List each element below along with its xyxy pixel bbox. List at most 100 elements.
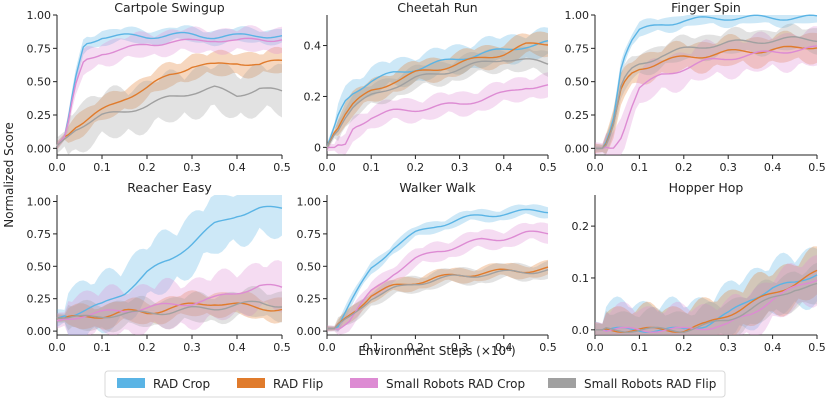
y-tick-label: 0 — [314, 141, 321, 154]
line-small-robots-rad-crop — [56, 37, 283, 147]
line-small-robots-rad-flip — [326, 58, 549, 148]
x-tick-label: 0.0 — [586, 161, 604, 174]
x-tick-label: 0.0 — [48, 161, 66, 174]
line-rad-crop — [326, 40, 549, 148]
line-small-robots-rad-flip — [56, 85, 283, 147]
panel-finger-spin: Finger Spin 0.00 0.25 0.50 0.75 1.00 0.0 0.1 0.2… — [565, 0, 826, 174]
line-small-robots-rad-crop — [56, 283, 283, 322]
x-tick-label: 0.4 — [228, 161, 246, 174]
x-tick-label: 0.3 — [451, 341, 469, 354]
line-rad-crop — [595, 274, 818, 334]
line-small-robots-rad-crop — [595, 279, 818, 333]
y-tick-label: 0.75 — [27, 228, 52, 241]
line-small-robots-rad-crop — [595, 45, 818, 150]
x-tick-label: 0.1 — [362, 341, 380, 354]
band-small-robots-rad-flip — [595, 23, 817, 155]
band-rad-flip — [57, 46, 282, 150]
band-rad-flip — [327, 259, 548, 331]
y-axis-label: Normalized Score — [2, 122, 16, 227]
legend: RAD Crop RAD Flip Small Robots RAD Crop … — [104, 370, 726, 398]
y-tick-label: 0.50 — [27, 76, 52, 89]
x-tick-label: 0.2 — [407, 161, 425, 174]
x-tick-label: 0.3 — [451, 161, 469, 174]
band-small-robots-rad-crop — [57, 260, 282, 335]
x-tick-label: 0.5 — [539, 341, 557, 354]
x-tick-label: 0.3 — [719, 341, 737, 354]
panel-title: Cartpole Swingup — [114, 0, 225, 15]
band-small-robots-rad-crop — [57, 25, 282, 150]
y-tick-label: 0.25 — [297, 293, 322, 306]
y-tick-label: 1.00 — [565, 9, 590, 22]
band-rad-flip — [57, 290, 282, 330]
x-tick-label: 0.0 — [48, 341, 66, 354]
y-tick-label: 0.2 — [304, 90, 322, 103]
band-rad-flip — [595, 246, 817, 335]
legend-label-rad-crop: RAD Crop — [153, 377, 210, 391]
panel-title: Finger Spin — [671, 0, 741, 15]
x-tick-label: 0.5 — [808, 161, 826, 174]
y-tick-label: 0.25 — [565, 109, 590, 122]
y-tick-label: 0.4 — [304, 40, 322, 53]
y-tick-label: 0.50 — [565, 76, 590, 89]
x-tick-label: 0.3 — [183, 341, 201, 354]
y-tick-label: 0.50 — [27, 260, 52, 273]
line-rad-flip — [595, 45, 818, 150]
x-tick-label: 0.4 — [495, 341, 513, 354]
x-tick-label: 0.4 — [495, 161, 513, 174]
y-tick-label: 0.00 — [297, 325, 322, 338]
legend-swatch-rad-flip — [237, 378, 265, 388]
band-small-robots-rad-crop — [327, 72, 548, 155]
x-tick-label: 0.2 — [675, 161, 693, 174]
band-small-robots-rad-crop — [595, 26, 817, 155]
x-tick-label: 0.1 — [631, 341, 649, 354]
x-tick-label: 0.0 — [586, 341, 604, 354]
line-rad-crop — [327, 208, 549, 330]
line-rad-crop — [56, 205, 283, 319]
band-small-robots-rad-crop — [327, 222, 548, 335]
legend-swatch-small-robots-rad-flip — [548, 378, 576, 388]
band-rad-crop — [595, 247, 817, 335]
x-tick-label: 0.3 — [183, 161, 201, 174]
panel-reacher-easy: Reacher Easy 0.00 0.25 0.50 0.75 1.00 0.0 0.1 0.… — [27, 180, 291, 354]
y-tick-label: 0.00 — [27, 142, 52, 155]
x-tick-label: 0.5 — [808, 341, 826, 354]
x-tick-label: 0.5 — [273, 161, 291, 174]
panel-title: Reacher Easy — [127, 180, 212, 195]
line-rad-flip — [595, 269, 818, 333]
line-rad-flip — [56, 59, 283, 147]
y-tick-label: 0.00 — [27, 325, 52, 338]
panel-title: Cheetah Run — [397, 0, 477, 15]
legend-swatch-rad-crop — [117, 378, 145, 388]
band-small-robots-rad-flip — [327, 46, 548, 152]
band-small-robots-rad-crop — [595, 255, 817, 335]
x-tick-label: 0.1 — [631, 161, 649, 174]
y-tick-label: 0.2 — [572, 220, 590, 233]
line-small-robots-rad-flip — [57, 300, 283, 319]
line-small-robots-rad-flip — [595, 35, 818, 150]
y-tick-label: 0.25 — [27, 109, 52, 122]
line-small-robots-rad-flip — [595, 282, 818, 334]
x-tick-label: 0.2 — [138, 161, 156, 174]
line-small-robots-rad-crop — [327, 84, 549, 149]
y-tick-label: 0.75 — [297, 228, 322, 241]
x-tick-label: 0.0 — [318, 341, 336, 354]
x-tick-label: 0.2 — [675, 341, 693, 354]
x-tick-label: 0.4 — [228, 341, 246, 354]
x-tick-label: 0.4 — [764, 341, 782, 354]
band-small-robots-rad-flip — [595, 262, 817, 335]
panel-walker-walk: Walker Walk 0.00 0.25 0.50 0.75 1.00 0.0 0.1 0.2… — [297, 180, 557, 354]
legend-label-rad-flip: RAD Flip — [273, 377, 323, 391]
y-tick-label: 0.25 — [27, 293, 52, 306]
y-tick-label: 0.00 — [565, 142, 590, 155]
panel-title: Hopper Hop — [669, 180, 744, 195]
x-tick-label: 0.1 — [93, 161, 111, 174]
legend-label-small-robots-rad-crop: Small Robots RAD Crop — [386, 377, 525, 391]
y-tick-label: 0.50 — [297, 260, 322, 273]
line-small-robots-rad-crop — [327, 230, 549, 331]
y-tick-label: 1.00 — [27, 9, 52, 22]
line-rad-flip — [57, 302, 283, 319]
y-tick-label: 0.1 — [572, 272, 590, 285]
legend-swatch-small-robots-rad-crop — [350, 378, 378, 388]
line-rad-crop — [595, 14, 818, 150]
